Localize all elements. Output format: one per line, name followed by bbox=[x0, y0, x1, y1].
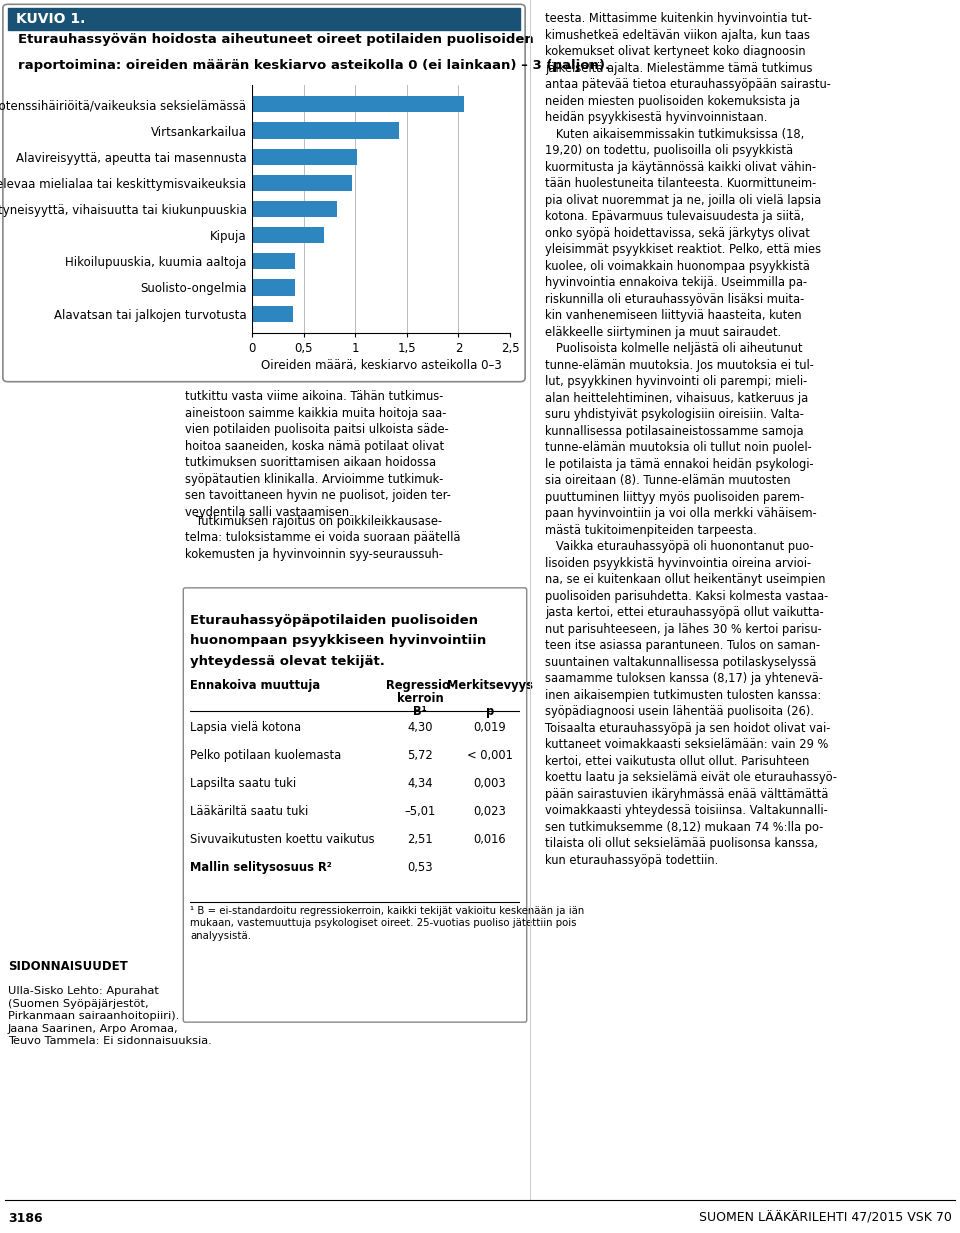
Text: p: p bbox=[486, 705, 494, 718]
Bar bbox=[252, 122, 398, 138]
Text: ¹ B = ei-standardoitu regressiokerroin, kaikki tekijät vakioitu keskenään ja iän: ¹ B = ei-standardoitu regressiokerroin, … bbox=[190, 906, 585, 941]
Text: tutkittu vasta viime aikoina. Tähän tutkimus-
aineistoon saimme kaikkia muita ho: tutkittu vasta viime aikoina. Tähän tutk… bbox=[185, 390, 451, 519]
Text: Ulla-Sisko Lehto: Apurahat
(Suomen Syöpäjärjestöt,
Pirkanmaan sairaanhoitopiiri): Ulla-Sisko Lehto: Apurahat (Suomen Syöpä… bbox=[8, 986, 212, 1046]
Text: 2,51: 2,51 bbox=[407, 834, 433, 846]
Text: kerroin: kerroin bbox=[396, 692, 444, 705]
Text: 0,016: 0,016 bbox=[473, 834, 506, 846]
Text: SUOMEN LÄÄKÄRILEHTI 47/2015 VSK 70: SUOMEN LÄÄKÄRILEHTI 47/2015 VSK 70 bbox=[699, 1212, 952, 1224]
Text: SIDONNAISUUDET: SIDONNAISUUDET bbox=[8, 961, 128, 973]
Text: 4,34: 4,34 bbox=[407, 777, 433, 790]
Text: Eturauhassyöpäpotilaiden puolisoiden: Eturauhassyöpäpotilaiden puolisoiden bbox=[190, 614, 478, 628]
Text: teesta. Mittasimme kuitenkin hyvinvointia tut-
kimushetkeä edeltävän viikon ajal: teesta. Mittasimme kuitenkin hyvinvointi… bbox=[545, 12, 837, 867]
Text: 0,019: 0,019 bbox=[473, 721, 506, 734]
Text: 0,003: 0,003 bbox=[473, 777, 506, 790]
Text: < 0,001: < 0,001 bbox=[468, 748, 513, 762]
Text: Eturauhassyövän hoidosta aiheutuneet oireet potilaiden puolisoiden: Eturauhassyövän hoidosta aiheutuneet oir… bbox=[18, 32, 534, 46]
Text: 5,72: 5,72 bbox=[407, 748, 433, 762]
Text: 3186: 3186 bbox=[8, 1212, 42, 1224]
Text: huonompaan psyykkiseen hyvinvointiin: huonompaan psyykkiseen hyvinvointiin bbox=[190, 634, 487, 647]
Text: Lapsia vielä kotona: Lapsia vielä kotona bbox=[190, 721, 301, 734]
Bar bbox=[252, 175, 352, 191]
Text: 0,023: 0,023 bbox=[473, 805, 507, 817]
Bar bbox=[252, 253, 296, 270]
Text: –5,01: –5,01 bbox=[404, 805, 436, 817]
Text: B¹: B¹ bbox=[413, 705, 427, 718]
Text: 0,53: 0,53 bbox=[407, 861, 433, 874]
Text: Merkitsevyys: Merkitsevyys bbox=[447, 679, 533, 692]
Text: Pelko potilaan kuolemasta: Pelko potilaan kuolemasta bbox=[190, 748, 341, 762]
Text: Tutkimuksen rajoitus on poikkileikkausase-
telma: tuloksistamme ei voida suoraan: Tutkimuksen rajoitus on poikkileikkausas… bbox=[185, 515, 461, 561]
Text: Ennakoiva muuttuja: Ennakoiva muuttuja bbox=[190, 679, 320, 692]
Text: Mallin selitysosuus R²: Mallin selitysosuus R² bbox=[190, 861, 332, 874]
Text: TAULUKKO 5.: TAULUKKO 5. bbox=[192, 594, 294, 608]
Bar bbox=[252, 306, 294, 322]
Text: Regressio-: Regressio- bbox=[386, 679, 454, 692]
Bar bbox=[252, 280, 296, 296]
FancyBboxPatch shape bbox=[183, 588, 527, 1022]
Text: 4,30: 4,30 bbox=[407, 721, 433, 734]
X-axis label: Oireiden määrä, keskiarvo asteikolla 0–3: Oireiden määrä, keskiarvo asteikolla 0–3 bbox=[260, 359, 501, 372]
FancyBboxPatch shape bbox=[3, 4, 525, 382]
Text: raportoimina: oireiden määrän keskiarvo asteikolla 0 (ei lainkaan) – 3 (paljon).: raportoimina: oireiden määrän keskiarvo … bbox=[18, 59, 611, 72]
Text: KUVIO 1.: KUVIO 1. bbox=[15, 12, 85, 26]
Text: Sivuvaikutusten koettu vaikutus: Sivuvaikutusten koettu vaikutus bbox=[190, 834, 374, 846]
Text: Lääkäriltä saatu tuki: Lääkäriltä saatu tuki bbox=[190, 805, 308, 817]
Text: Lapsilta saatu tuki: Lapsilta saatu tuki bbox=[190, 777, 296, 790]
Bar bbox=[252, 227, 324, 243]
Bar bbox=[252, 149, 357, 165]
Bar bbox=[252, 201, 337, 217]
Bar bbox=[252, 96, 464, 112]
Text: yhteydessä olevat tekijät.: yhteydessä olevat tekijät. bbox=[190, 655, 385, 667]
